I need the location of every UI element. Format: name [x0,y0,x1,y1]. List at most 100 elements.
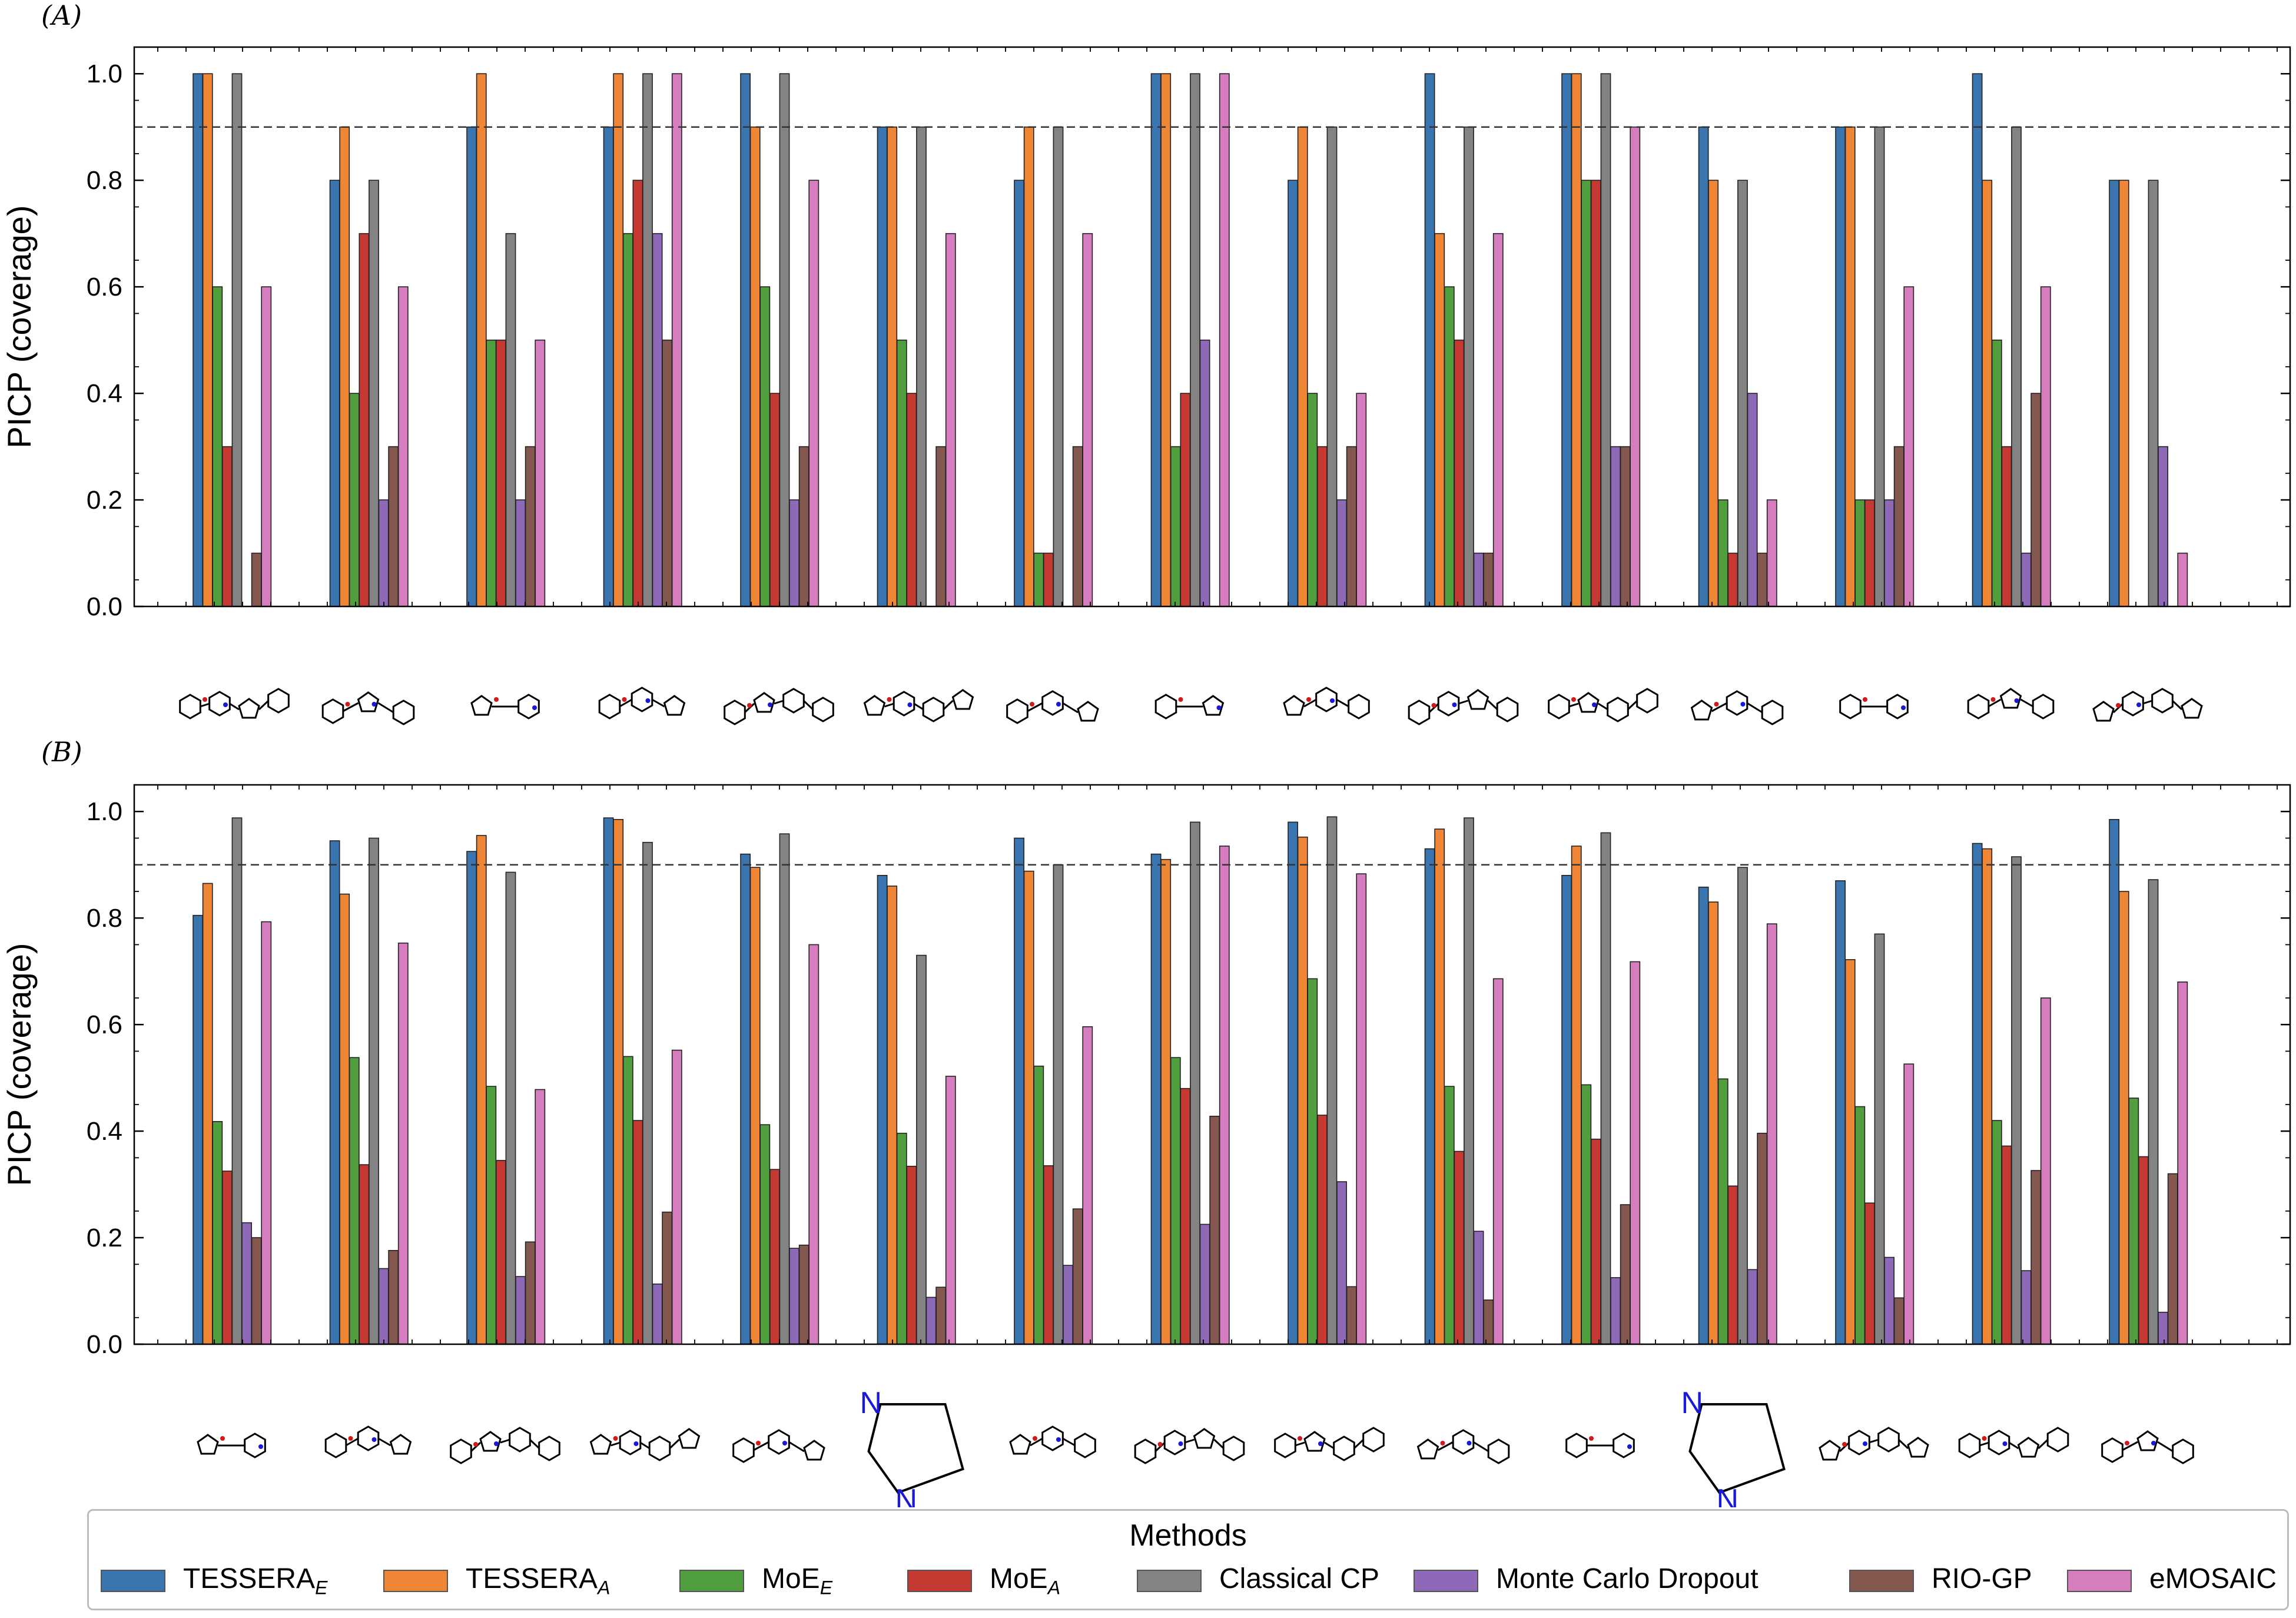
y-tick-label: 1.0 [87,59,122,88]
ring [1548,694,1570,720]
ring [922,697,945,722]
bar-tessera-e [1150,853,1162,1345]
bar-emosaic [1356,393,1367,607]
bar-tessera-a [887,126,898,607]
bar-tessera-a [2118,180,2129,607]
bond [1627,699,1638,711]
bond [1988,698,2002,708]
ring-bond [1688,1403,1786,1494]
bar-moe-e [1854,499,1866,607]
y-tick-label: 0.8 [87,166,122,195]
bar-classical-cp [369,837,379,1345]
ring-bond [867,1403,964,1494]
bar-moe-e [1581,1084,1592,1345]
bar-tessera-e [1288,180,1299,607]
molecule-structure [1548,688,1658,722]
legend-label: MoEE [762,1563,832,1599]
y-tick-label: 0.8 [87,904,122,933]
bar-moe-a [1454,339,1465,607]
oxygen-atom [887,697,892,702]
ring [1636,688,1658,714]
bar-rio-gp [1620,1204,1631,1345]
bar-monte-carlo-dropout [241,1222,253,1345]
bond [1487,699,1498,711]
ring [1134,1438,1157,1464]
bar-monte-carlo-dropout [1473,552,1484,607]
ring [1417,1438,1439,1460]
atom-label: N [895,1483,918,1507]
bar-emosaic [535,339,546,607]
bar-tessera-a [339,126,350,607]
bar-moe-a [769,393,780,607]
legend-label-base: MoE [990,1563,1048,1594]
bar-monte-carlo-dropout [1336,1181,1348,1345]
y-tick-label: 0.0 [87,592,122,621]
bar-tessera-e [740,73,751,607]
oxygen-atom [220,1436,225,1441]
ring [753,692,775,713]
nitrogen-atom [633,1441,639,1446]
bond [1869,1438,1879,1444]
bar-tessera-e [1698,886,1709,1345]
molecule-structure [197,1433,266,1458]
bar-rio-gp [935,1287,947,1345]
bar-moe-a [1317,446,1328,607]
bar-monte-carlo-dropout [1610,446,1621,607]
ring [1274,1433,1296,1458]
bar-moe-a [359,1164,370,1345]
bar-moe-e [1307,978,1318,1345]
bar-emosaic [1630,961,1641,1345]
bar-monte-carlo-dropout [1336,499,1348,607]
molecule-structure [321,691,415,725]
molecule-structure [1006,690,1099,724]
y-tick-label: 0.6 [87,1010,122,1039]
bar-tessera-a [1844,126,1856,607]
bar-moe-a [1864,1202,1875,1345]
bar-moe-e [349,393,360,607]
bar-tessera-a [749,867,761,1345]
ring [1009,1434,1031,1455]
bar-rio-gp [251,1237,262,1345]
oxygen-atom [1714,702,1719,707]
bond [1295,1441,1305,1447]
bar-tessera-e [193,73,204,607]
bar-tessera-e [740,853,751,1345]
ring [1362,1427,1385,1453]
y-axis-label: PICP (coverage) [1,205,38,449]
bar-monte-carlo-dropout [1884,1256,1895,1345]
bar-moe-e [1170,446,1181,607]
bond [1027,702,1043,712]
ring [450,1438,472,1464]
molecule-structure [1009,1425,1096,1458]
bar-moe-a [632,180,643,607]
bar-moe-e [1033,552,1044,607]
legend-label-sub: E [315,1577,328,1599]
bond [345,1437,359,1447]
bond [744,702,755,714]
bar-monte-carlo-dropout [789,1248,800,1345]
bar-tessera-e [1014,837,1025,1345]
oxygen-atom [2116,703,2121,708]
nitrogen-atom [1452,702,1457,707]
bar-monte-carlo-dropout [925,1297,937,1345]
bond [1353,1438,1365,1450]
bar-moe-e [759,286,771,607]
bar-tessera-a [1708,180,1719,607]
bar-monte-carlo-dropout [789,499,800,607]
bar-tessera-a [887,886,898,1345]
bar-moe-e [2128,1098,2139,1345]
y-tick-label: 0.0 [87,1330,122,1359]
bar-emosaic [1630,126,1641,607]
nitrogen-atom [494,1441,499,1446]
bar-moe-a [1591,1138,1601,1345]
panel-label: (B) [41,736,82,768]
bar-classical-cp [1737,867,1748,1345]
molecule-structure [470,694,540,720]
oxygen-atom [1306,697,1311,702]
bar-moe-a [359,233,370,607]
bar-moe-a [1727,552,1738,607]
bond [802,699,814,711]
bar-moe-a [495,339,506,607]
bond [2157,1441,2174,1453]
molecule-structure [1819,1427,1929,1461]
